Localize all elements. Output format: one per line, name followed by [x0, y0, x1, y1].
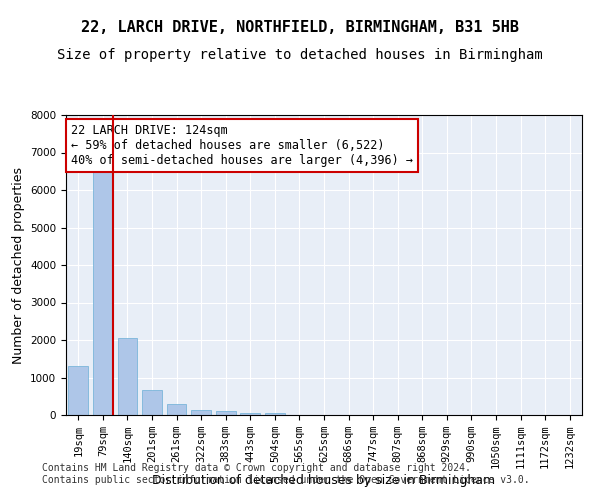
Bar	[191, 410, 211, 415]
X-axis label: Distribution of detached houses by size in Birmingham: Distribution of detached houses by size …	[152, 474, 496, 487]
Bar	[93, 170, 113, 415]
Bar	[265, 413, 284, 415]
Bar	[142, 390, 162, 415]
Bar	[241, 413, 260, 415]
Y-axis label: Number of detached properties: Number of detached properties	[11, 166, 25, 364]
Bar	[216, 412, 236, 415]
Bar	[118, 338, 137, 415]
Text: Size of property relative to detached houses in Birmingham: Size of property relative to detached ho…	[57, 48, 543, 62]
Bar	[68, 366, 88, 415]
Text: 22, LARCH DRIVE, NORTHFIELD, BIRMINGHAM, B31 5HB: 22, LARCH DRIVE, NORTHFIELD, BIRMINGHAM,…	[81, 20, 519, 35]
Text: 22 LARCH DRIVE: 124sqm
← 59% of detached houses are smaller (6,522)
40% of semi-: 22 LARCH DRIVE: 124sqm ← 59% of detached…	[71, 124, 413, 167]
Text: Contains HM Land Registry data © Crown copyright and database right 2024.
Contai: Contains HM Land Registry data © Crown c…	[42, 464, 530, 485]
Bar	[167, 404, 187, 415]
